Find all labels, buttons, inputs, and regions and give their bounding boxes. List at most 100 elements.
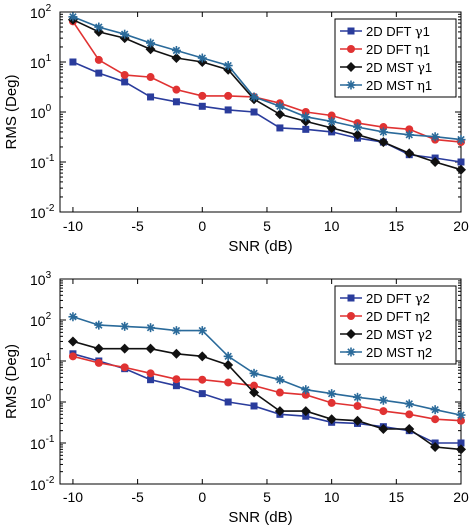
data-point (457, 158, 465, 166)
y-tick-label: 10-1 (30, 434, 55, 452)
data-point (224, 106, 232, 114)
data-point (378, 127, 388, 137)
data-point (147, 93, 155, 101)
legend-label: 2D MST η1 (366, 78, 432, 94)
legend-label-main: 2D DFT (366, 24, 415, 39)
y-tick-label: 100 (30, 103, 52, 121)
y-tick-label-exponent: -1 (46, 153, 55, 164)
legend-label: 2D MST γ1 (366, 60, 432, 76)
data-point (120, 70, 129, 79)
data-point (378, 137, 389, 148)
y-tick-label: 101 (30, 53, 52, 71)
data-point (94, 358, 103, 367)
y-tick-label-exponent: -1 (46, 434, 55, 445)
data-point (119, 343, 130, 354)
legend-marker (346, 347, 356, 357)
data-point (197, 326, 207, 336)
data-point (145, 44, 156, 55)
data-point (93, 343, 104, 354)
data-point (172, 375, 181, 384)
data-point (68, 312, 78, 322)
data-point (121, 78, 129, 86)
data-point (172, 85, 181, 94)
data-point (457, 439, 465, 447)
data-point (146, 38, 156, 48)
data-point (327, 398, 336, 407)
y-tick-label-exponent: -2 (46, 203, 55, 214)
data-point (147, 376, 155, 384)
x-tick-label: 0 (198, 489, 206, 505)
data-point (146, 73, 155, 82)
x-tick-label: -10 (63, 489, 83, 505)
legend-label-symbol: γ (415, 25, 423, 40)
x-tick-label: -5 (131, 489, 144, 505)
data-point (302, 125, 310, 133)
data-point (250, 381, 259, 390)
data-point (249, 387, 260, 398)
data-point (404, 399, 414, 409)
legend-label-symbol: γ (417, 328, 425, 343)
data-point (171, 348, 182, 359)
data-point (430, 441, 441, 452)
x-tick-label: 15 (389, 218, 405, 234)
y-tick-label-exponent: 2 (46, 311, 52, 322)
data-point (224, 378, 233, 387)
data-point (457, 416, 465, 425)
data-point (275, 101, 285, 111)
data-point (120, 321, 130, 331)
data-point (145, 343, 156, 354)
legend-label-main: 2D DFT (366, 309, 415, 324)
legend-box (334, 285, 457, 365)
legend-label-index: 2 (423, 291, 430, 306)
data-point (300, 406, 311, 417)
legend-box (334, 18, 457, 98)
data-point (405, 125, 414, 134)
legend-marker (346, 80, 356, 90)
data-point (456, 135, 466, 145)
x-tick-label: 10 (324, 489, 340, 505)
data-point (68, 12, 78, 22)
data-point (456, 444, 466, 455)
y-tick-label-exponent: 1 (46, 53, 52, 64)
legend-label-symbol: γ (417, 61, 425, 76)
data-point (120, 29, 130, 39)
legend-label-index: 1 (425, 60, 432, 75)
data-point (94, 22, 104, 32)
series-1 (69, 350, 465, 447)
legend-label-symbol: η (415, 43, 423, 58)
data-point (198, 390, 206, 398)
data-point (274, 109, 285, 120)
data-point (224, 398, 232, 406)
y-axis-label: RMS (Deg) (3, 74, 20, 149)
series-3 (67, 14, 466, 175)
x-axis-label: SNR (dB) (228, 509, 292, 526)
y-tick-label-exponent: 0 (46, 393, 52, 404)
legend-item: 2D DFT γ1 (340, 24, 430, 40)
plot-area-frame (59, 278, 462, 485)
legend-item: 2D MST γ1 (340, 60, 432, 76)
y-tick-label: 100 (30, 393, 52, 411)
data-point (172, 98, 180, 106)
legend-label-main: 2D DFT (366, 291, 415, 306)
data-point (146, 369, 155, 378)
series-line (72, 18, 462, 171)
data-point (146, 323, 156, 333)
data-point (95, 69, 103, 77)
data-point (94, 320, 104, 330)
legend-label-symbol: η (417, 79, 425, 94)
y-tick-label-base: 10 (30, 395, 46, 411)
data-point (326, 414, 337, 425)
data-point (327, 389, 337, 399)
data-point (249, 92, 259, 102)
data-point (69, 58, 77, 66)
series-line (72, 340, 462, 451)
y-tick-label: 103 (30, 270, 52, 288)
legend-label-index: 2 (423, 309, 430, 324)
y-tick-label-base: 10 (30, 436, 46, 452)
y-tick-label-exponent: 2 (46, 3, 52, 14)
legend-label: 2D DFT γ1 (366, 24, 430, 40)
legend-item: 2D DFT η1 (340, 42, 430, 58)
